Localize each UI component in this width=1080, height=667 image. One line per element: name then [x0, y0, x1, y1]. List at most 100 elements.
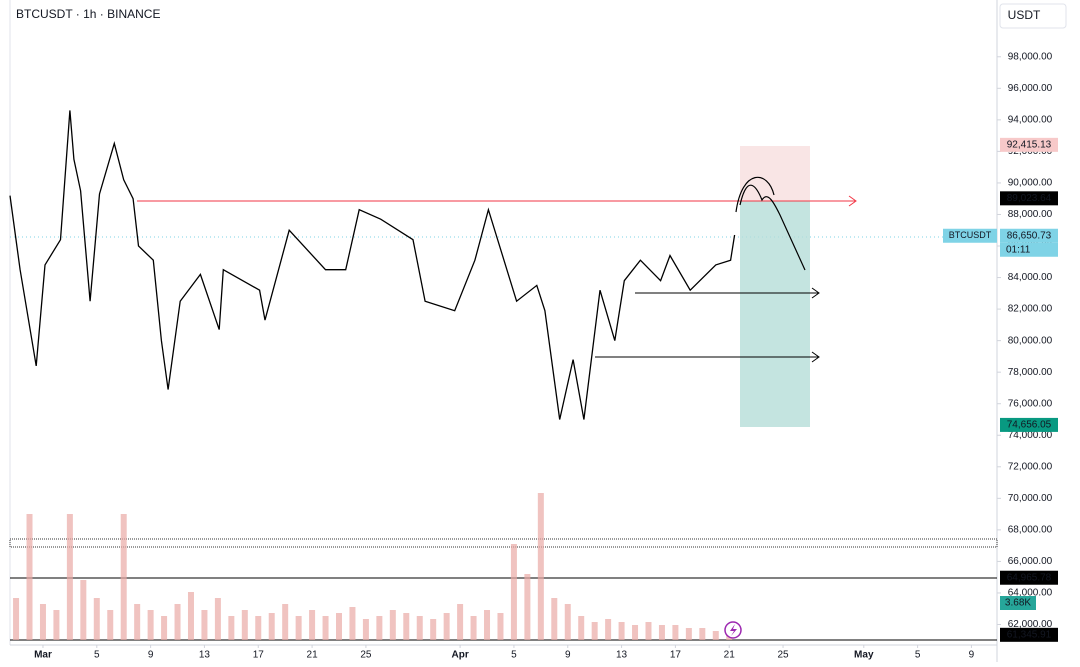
price-label-bg: [1000, 191, 1058, 206]
arrow-head: [848, 195, 857, 207]
volume-label-bg: [1000, 596, 1036, 610]
price-label-bg: [1000, 627, 1058, 642]
countdown: 01:11: [1006, 244, 1031, 255]
x-tick-label: 9: [148, 650, 154, 661]
volume-bar: [403, 613, 410, 640]
volume-bar: [632, 625, 639, 640]
y-tick-label: 96,000.00: [1008, 83, 1053, 94]
x-tick-label: 5: [915, 650, 921, 661]
volume-bar: [147, 610, 154, 640]
volume-bar: [605, 619, 612, 640]
arrow-head: [811, 351, 820, 363]
volume-bar: [120, 514, 127, 640]
volume-bar: [672, 625, 679, 640]
volume-bar: [376, 616, 383, 640]
volume-bar: [134, 604, 141, 640]
volume-bar: [537, 493, 544, 640]
volume-bar: [80, 580, 87, 640]
chart-title: BTCUSDT · 1h · BINANCE: [16, 7, 160, 21]
volume-bar: [645, 622, 652, 640]
volume-bar: [53, 610, 60, 640]
price-label-bg: [1000, 228, 1058, 243]
price-label-bg: [1000, 570, 1058, 585]
x-tick-label: 13: [616, 650, 628, 661]
volume-bar: [470, 616, 477, 640]
x-tick-label: 9: [565, 650, 571, 661]
currency: USDT: [1008, 8, 1041, 22]
volume-bar: [268, 613, 275, 640]
volume-bar: [362, 619, 369, 640]
volume-bar: [26, 514, 33, 640]
symbol-tag: BTCUSDT: [949, 230, 992, 240]
volume-bar: [524, 574, 531, 640]
y-tick-label: 80,000.00: [1008, 335, 1053, 346]
volume-bar: [174, 604, 181, 640]
marks: [9, 110, 736, 640]
symbol-tag-bg: [943, 228, 997, 243]
volume-bar: [457, 604, 464, 640]
x-tick-label: 9: [969, 650, 975, 661]
volume-bar: [484, 610, 491, 640]
volume-bar: [107, 610, 114, 640]
volume-bar: [712, 631, 719, 640]
x-tick-label: 5: [511, 650, 517, 661]
volume-bar: [416, 616, 423, 640]
target-zone: [740, 201, 810, 427]
volume-bar: [241, 610, 248, 640]
x-tick-label: Mar: [34, 650, 52, 661]
y-tick-label: 90,000.00: [1008, 178, 1053, 189]
y-tick-label: 82,000.00: [1008, 304, 1053, 315]
volume-bar: [349, 607, 356, 640]
x-tick-label: 25: [777, 650, 789, 661]
countdown-bg: [1000, 242, 1058, 257]
y-tick-label: 76,000.00: [1008, 398, 1053, 409]
volume-bar: [282, 604, 289, 640]
x-tick-label: Apr: [451, 650, 468, 661]
y-tick-label: 84,000.00: [1008, 272, 1053, 283]
volume-bar: [295, 616, 302, 640]
price-label: 89,023.64: [1007, 193, 1052, 204]
event-icon-bolt: [730, 624, 737, 636]
volume-bar: [93, 598, 100, 640]
volume-label: 3.68K: [1005, 598, 1031, 609]
price-line: [9, 110, 736, 420]
volume-bar: [685, 628, 692, 640]
y-tick-label: 78,000.00: [1008, 367, 1053, 378]
volume-bar: [66, 514, 73, 640]
y-tick-label: 64,000.00: [1008, 588, 1053, 599]
y-tick-label: 70,000.00: [1008, 493, 1053, 504]
price-label: 61,345.91: [1007, 629, 1052, 640]
volume-bar: [322, 616, 329, 640]
y-tick-label: 74,000.00: [1008, 430, 1053, 441]
x-tick-label: 5: [94, 650, 100, 661]
y-tick-label: 62,000.00: [1008, 619, 1053, 630]
x-tick-label: 17: [670, 650, 682, 661]
volume-bar: [389, 610, 396, 640]
volume-bar: [658, 625, 665, 640]
y-tick-label: 88,000.00: [1008, 209, 1053, 220]
stop-zone: [740, 146, 810, 201]
y-tick-label: 98,000.00: [1008, 51, 1053, 62]
volume-bar: [430, 619, 437, 640]
volume-bar: [578, 616, 585, 640]
volume-bar: [510, 544, 517, 640]
volume-bar: [309, 610, 316, 640]
volume-bar: [443, 613, 450, 640]
volume-bar: [13, 598, 20, 640]
price-label: 64,965.78: [1007, 572, 1052, 583]
volume-bar: [699, 628, 706, 640]
volume-bar: [564, 604, 571, 640]
x-tick-label: May: [854, 650, 874, 661]
volume-bar: [497, 613, 504, 640]
volume-bar: [39, 604, 46, 640]
y-tick-label: 68,000.00: [1008, 525, 1053, 536]
y-tick-label: 66,000.00: [1008, 556, 1053, 567]
volume-bar: [214, 598, 221, 640]
price-label: 86,650.73: [1007, 230, 1052, 241]
price-label: 92,415.13: [1007, 139, 1052, 150]
volume-bar: [336, 613, 342, 640]
x-tick-label: 25: [360, 650, 372, 661]
price-label-bg: [1000, 137, 1058, 152]
x-tick-label: 13: [199, 650, 211, 661]
